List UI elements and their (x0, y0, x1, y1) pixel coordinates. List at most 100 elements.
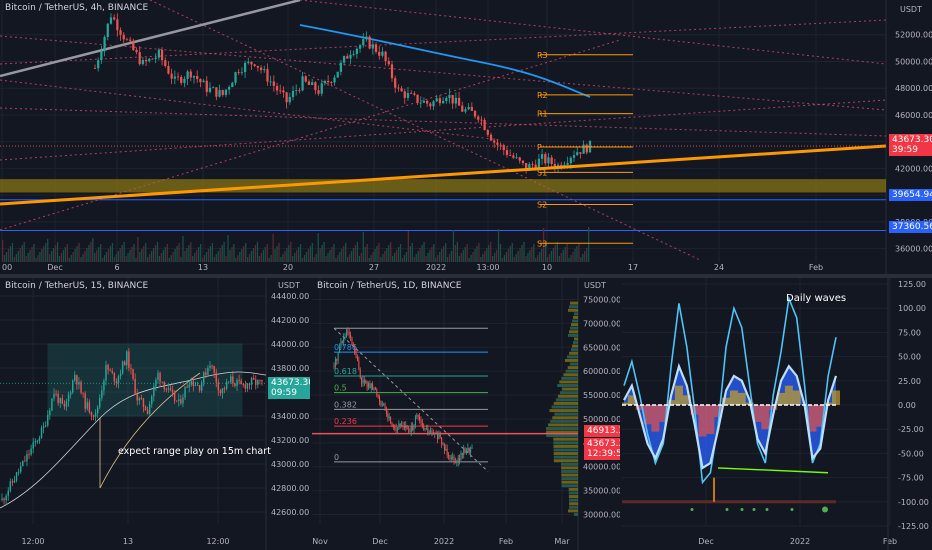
c15-candle (111, 370, 113, 373)
volume-bar (21, 245, 23, 262)
c15-candle (180, 399, 182, 404)
volume-profile-bar (565, 369, 578, 373)
c1d-candle (394, 427, 396, 429)
volume-profile-bar (574, 337, 578, 341)
volume-bar (443, 246, 445, 262)
c15-candle (109, 370, 111, 371)
volume-profile-bar (568, 333, 578, 337)
trend-line-dotted (0, 39, 621, 231)
volume-profile-bar (568, 487, 578, 491)
volume-bar (372, 252, 374, 262)
main-candle (512, 155, 515, 158)
volume-bar (337, 255, 339, 262)
volume-bar (392, 256, 394, 262)
main-candle (192, 76, 196, 78)
chart-15m-canvas[interactable]: 42600.00 42800.00 43000.00 43200.00 43400.00… (0, 278, 310, 550)
c15-candle (119, 373, 122, 377)
main-candle (148, 58, 151, 62)
volume-bar (411, 243, 413, 262)
c15-candle (24, 460, 26, 462)
main-candle (327, 80, 330, 83)
c1d-candle (427, 428, 429, 434)
y-tick-label: 43400.00 (271, 412, 309, 421)
main-candle (125, 39, 129, 41)
volume-bar (96, 250, 98, 262)
support-zone (0, 179, 886, 193)
volume-bar (503, 255, 506, 262)
c1d-candle (355, 352, 357, 358)
waves-canvas[interactable]: 125.00 100.00 75.00 50.00 25.00 0.00 -25.00 -50… (622, 278, 932, 550)
main-candle (144, 60, 148, 62)
volume-profile-bar (560, 391, 578, 395)
c15-candle (40, 427, 43, 438)
c1d-candle (414, 416, 416, 426)
y-tick-label: 43000.00 (271, 460, 309, 469)
c15-candle (71, 380, 74, 393)
main-candle (397, 87, 400, 89)
c15-candle (190, 381, 193, 385)
volume-bar (360, 253, 362, 262)
main-price-value: 43673.30 (892, 135, 932, 145)
c15-candle (36, 440, 39, 442)
main-candle (441, 101, 445, 104)
y-tick-label: 65000.00 (583, 343, 620, 352)
volume-bar (88, 245, 90, 262)
chart-1d-panel[interactable]: Bitcoin / TetherUS, 1D, BINANCE 30000.00… (312, 278, 620, 550)
volume-bar (517, 251, 519, 262)
volume-bar (401, 258, 404, 262)
volume-profile-bar (561, 484, 578, 488)
trend-line-dotted (149, 0, 701, 261)
c15-candle (255, 379, 257, 385)
chart-15m-panel[interactable]: Bitcoin / TetherUS, 15, BINANCE 42600.00… (0, 278, 310, 550)
volume-bar (190, 242, 192, 262)
y-tick-label: 50.00 (898, 353, 921, 362)
volume-bar (105, 252, 108, 262)
volume-bar (205, 252, 208, 262)
volume-bar (243, 246, 245, 262)
fib-diagonal (333, 327, 489, 472)
volume-bar (554, 245, 557, 262)
waves-panel[interactable]: 125.00 100.00 75.00 50.00 25.00 0.00 -25.00 -50… (622, 278, 932, 550)
c1d-candle (430, 430, 432, 433)
c1d-candle (405, 425, 407, 428)
c15-candle (15, 472, 18, 481)
volume-bar (462, 250, 464, 262)
volume-bar (352, 248, 355, 262)
main-candle (572, 155, 576, 158)
c15-candle (171, 390, 174, 393)
chart-1d-canvas[interactable]: 30000.0035000.0040000.0045000.0050000.00… (312, 278, 620, 550)
volume-bar (229, 250, 231, 262)
c1d-candle (437, 432, 438, 439)
volume-bar (423, 242, 425, 262)
wave-bar (808, 405, 817, 432)
volume-bar (211, 243, 214, 262)
volume-bar (123, 242, 125, 262)
volume-bar (54, 245, 57, 262)
volume-bar (454, 245, 457, 262)
volume-bar (70, 255, 72, 262)
x-tick-label: Feb (499, 537, 513, 546)
wave-line-fast (623, 295, 837, 485)
volume-bar (427, 253, 429, 262)
volume-bar (103, 255, 106, 262)
volume-bar (321, 245, 323, 262)
volume-bar (58, 256, 61, 262)
volume-bar (154, 245, 157, 262)
volume-bar (278, 243, 280, 262)
main-chart-canvas[interactable]: 36000.0038000.0040000.0042000.0044000.00… (0, 0, 932, 274)
fib-label: 0.382 (334, 400, 357, 409)
volume-bar (288, 245, 290, 262)
volume-bar (492, 256, 494, 262)
c1d-candle (347, 331, 349, 333)
volume-bar (576, 246, 578, 262)
main-chart-panel[interactable]: Bitcoin / TetherUS, 4h, BINANCE 36000.00… (0, 0, 932, 274)
main-level-badge-1: 39654.94 (889, 189, 932, 201)
volume-bar (331, 247, 333, 262)
wave-bar (651, 405, 660, 432)
main-candle (109, 17, 113, 24)
c15-candle (132, 368, 134, 379)
volume-bar (329, 250, 331, 262)
c15-candle (227, 381, 230, 383)
volume-bar (250, 251, 253, 262)
main-candle (243, 62, 247, 73)
